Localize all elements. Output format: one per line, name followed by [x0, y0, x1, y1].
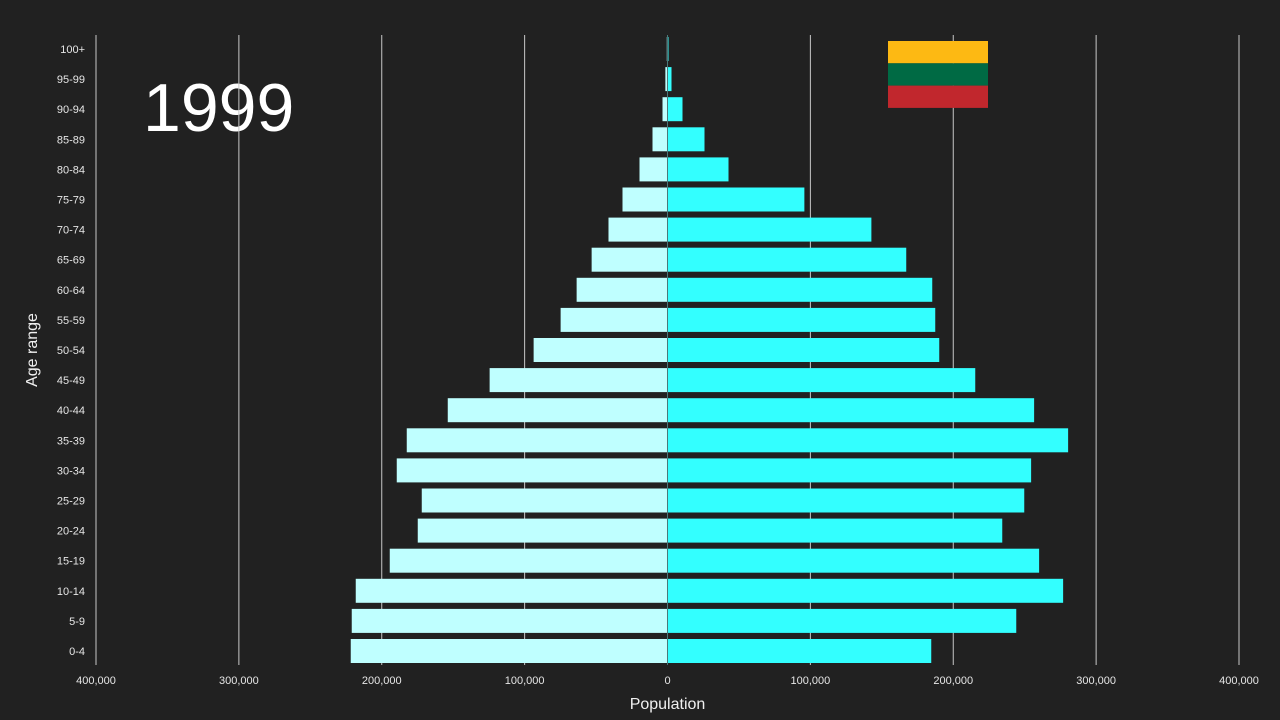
- bar-left-35-39: [406, 428, 668, 453]
- flag-stripe: [888, 41, 988, 64]
- bar-left-5-9: [351, 608, 668, 633]
- bar-left-80-84: [639, 157, 668, 182]
- bar-right-45-49: [667, 368, 976, 393]
- bar-right-85-89: [667, 127, 705, 152]
- y-tick-label: 55-59: [57, 315, 85, 327]
- bar-right-20-24: [667, 518, 1003, 543]
- bar-right-65-69: [667, 247, 907, 272]
- bar-left-40-44: [447, 398, 668, 423]
- y-tick-label: 25-29: [57, 496, 85, 508]
- bar-right-90-94: [667, 97, 683, 122]
- y-tick-label: 95-99: [57, 74, 85, 86]
- bar-left-15-19: [389, 548, 668, 573]
- bar-right-35-39: [667, 428, 1069, 453]
- flag-stripe: [888, 63, 988, 86]
- y-tick-label: 0-4: [69, 646, 85, 658]
- bar-right-15-19: [667, 548, 1040, 573]
- bar-right-75-79: [667, 187, 805, 212]
- bar-left-60-64: [576, 277, 668, 302]
- bar-left-65-69: [591, 247, 668, 272]
- x-tick-label: 400,000: [1219, 675, 1259, 687]
- bar-left-20-24: [417, 518, 668, 543]
- bar-left-10-14: [355, 578, 668, 603]
- y-tick-label: 65-69: [57, 255, 85, 267]
- y-tick-label: 30-34: [57, 465, 85, 477]
- bar-left-50-54: [533, 338, 668, 362]
- y-tick-label: 85-89: [57, 134, 85, 146]
- bar-right-55-59: [667, 307, 936, 332]
- bar-left-95-99: [665, 67, 668, 92]
- y-tick-label: 45-49: [57, 375, 85, 387]
- y-tick-label: 40-44: [57, 405, 85, 417]
- y-tick-label: 50-54: [57, 345, 85, 357]
- y-tick-label: 100+: [60, 44, 85, 56]
- bar-right-0-4: [667, 639, 932, 663]
- y-tick-label: 75-79: [57, 195, 85, 207]
- bar-right-10-14: [667, 578, 1064, 603]
- x-tick-label: 300,000: [1076, 675, 1116, 687]
- bar-right-5-9: [667, 608, 1017, 633]
- bar-right-70-74: [667, 217, 872, 242]
- y-tick-label: 60-64: [57, 285, 85, 297]
- bar-left-0-4: [350, 639, 668, 663]
- y-tick-label: 90-94: [57, 104, 85, 116]
- bar-left-70-74: [608, 217, 668, 242]
- x-tick-label: 400,000: [76, 675, 116, 687]
- bar-right-95-99: [667, 67, 672, 92]
- y-tick-label: 35-39: [57, 435, 85, 447]
- bar-left-85-89: [652, 127, 668, 152]
- bar-left-90-94: [662, 97, 668, 122]
- bar-left-55-59: [560, 307, 668, 332]
- bar-right-50-54: [667, 338, 940, 362]
- bar-right-80-84: [667, 157, 729, 182]
- bar-left-25-29: [421, 488, 668, 513]
- y-tick-label: 15-19: [57, 556, 85, 568]
- y-axis-title: Age range: [24, 313, 41, 387]
- flag-stripe: [888, 85, 988, 108]
- bar-right-25-29: [667, 488, 1025, 513]
- y-tick-label: 20-24: [57, 526, 85, 538]
- x-tick-label: 200,000: [933, 675, 973, 687]
- x-axis-title: Population: [630, 696, 706, 713]
- bar-right-60-64: [667, 277, 933, 302]
- x-tick-label: 300,000: [219, 675, 259, 687]
- bar-left-30-34: [396, 458, 668, 483]
- bar-left-75-79: [622, 187, 668, 212]
- year-label: 1999: [143, 70, 295, 146]
- x-tick-label: 0: [664, 675, 670, 687]
- x-tick-label: 100,000: [505, 675, 545, 687]
- y-tick-label: 80-84: [57, 164, 85, 176]
- bar-right-100+: [667, 37, 669, 61]
- bar-left-45-49: [489, 368, 668, 393]
- y-tick-label: 10-14: [57, 586, 85, 598]
- y-tick-label: 70-74: [57, 225, 85, 237]
- bar-right-30-34: [667, 458, 1032, 483]
- x-tick-label: 200,000: [362, 675, 402, 687]
- bar-right-40-44: [667, 398, 1035, 423]
- y-tick-label: 5-9: [69, 616, 85, 628]
- x-tick-label: 100,000: [790, 675, 830, 687]
